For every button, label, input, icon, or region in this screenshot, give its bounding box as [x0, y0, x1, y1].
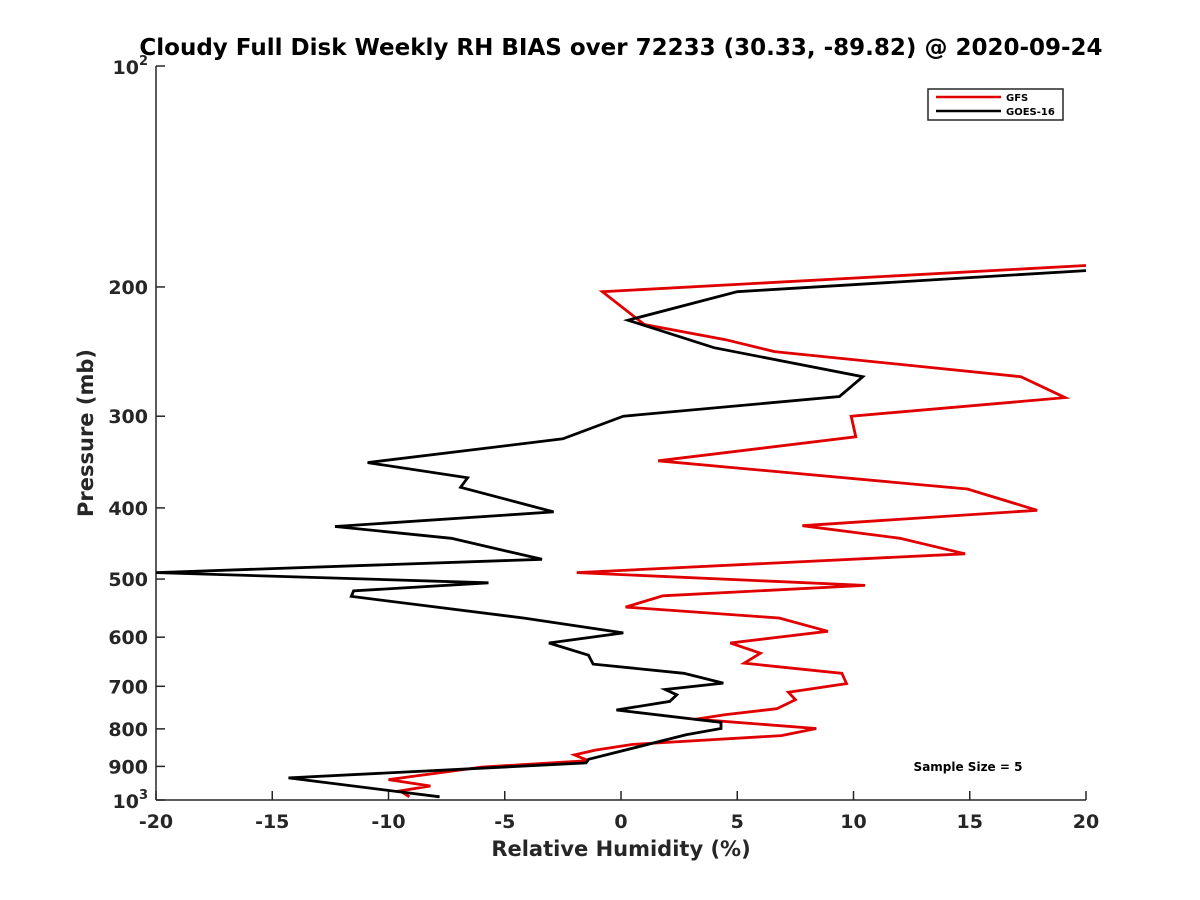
x-tick-label: 0	[614, 811, 627, 833]
legend: GFS GOES-16	[927, 88, 1064, 121]
x-tick-label: 20	[1073, 811, 1099, 833]
legend-label-gfs: GFS	[1006, 93, 1028, 104]
y-decade-label: 102	[113, 54, 149, 79]
series-line-goes16	[155, 269, 1087, 799]
x-tick-label: -10	[371, 811, 405, 833]
y-decade-exponent: 2	[139, 54, 148, 69]
y-axis-label: Pressure (mb)	[74, 349, 98, 517]
x-tick-label: 15	[957, 811, 983, 833]
y-decade-base: 10	[113, 57, 139, 79]
y-tick-label: 600	[108, 627, 148, 649]
y-tick-label: 400	[108, 498, 148, 520]
series-line-gfs	[388, 264, 1087, 798]
plot-area	[155, 66, 1086, 801]
y-tick-label: 900	[108, 756, 148, 778]
y-tick-label: 200	[108, 277, 148, 299]
y-tick-label: 500	[108, 569, 148, 591]
x-tick-label: 5	[731, 811, 744, 833]
y-decade-exponent: 3	[139, 788, 148, 803]
series-layer	[155, 264, 1087, 799]
y-tick-label: 700	[108, 676, 148, 698]
x-axis-label: Relative Humidity (%)	[491, 837, 750, 861]
legend-label-goes16: GOES-16	[1006, 107, 1055, 118]
x-tick-label: -15	[255, 811, 289, 833]
x-axis-ticks: -20 -15 -10 -5 0 5 10 15 20	[139, 791, 1099, 833]
sample-size-annotation: Sample Size = 5	[914, 760, 1023, 774]
y-tick-label: 800	[108, 719, 148, 741]
x-tick-label: -5	[494, 811, 515, 833]
x-tick-label: -20	[139, 811, 173, 833]
legend-box	[927, 88, 1064, 121]
y-decade-label: 103	[113, 788, 149, 813]
chart-title: Cloudy Full Disk Weekly RH BIAS over 722…	[139, 35, 1102, 61]
y-tick-label: 300	[108, 406, 148, 428]
y-decade-base: 10	[113, 791, 139, 813]
x-tick-label: 10	[840, 811, 866, 833]
